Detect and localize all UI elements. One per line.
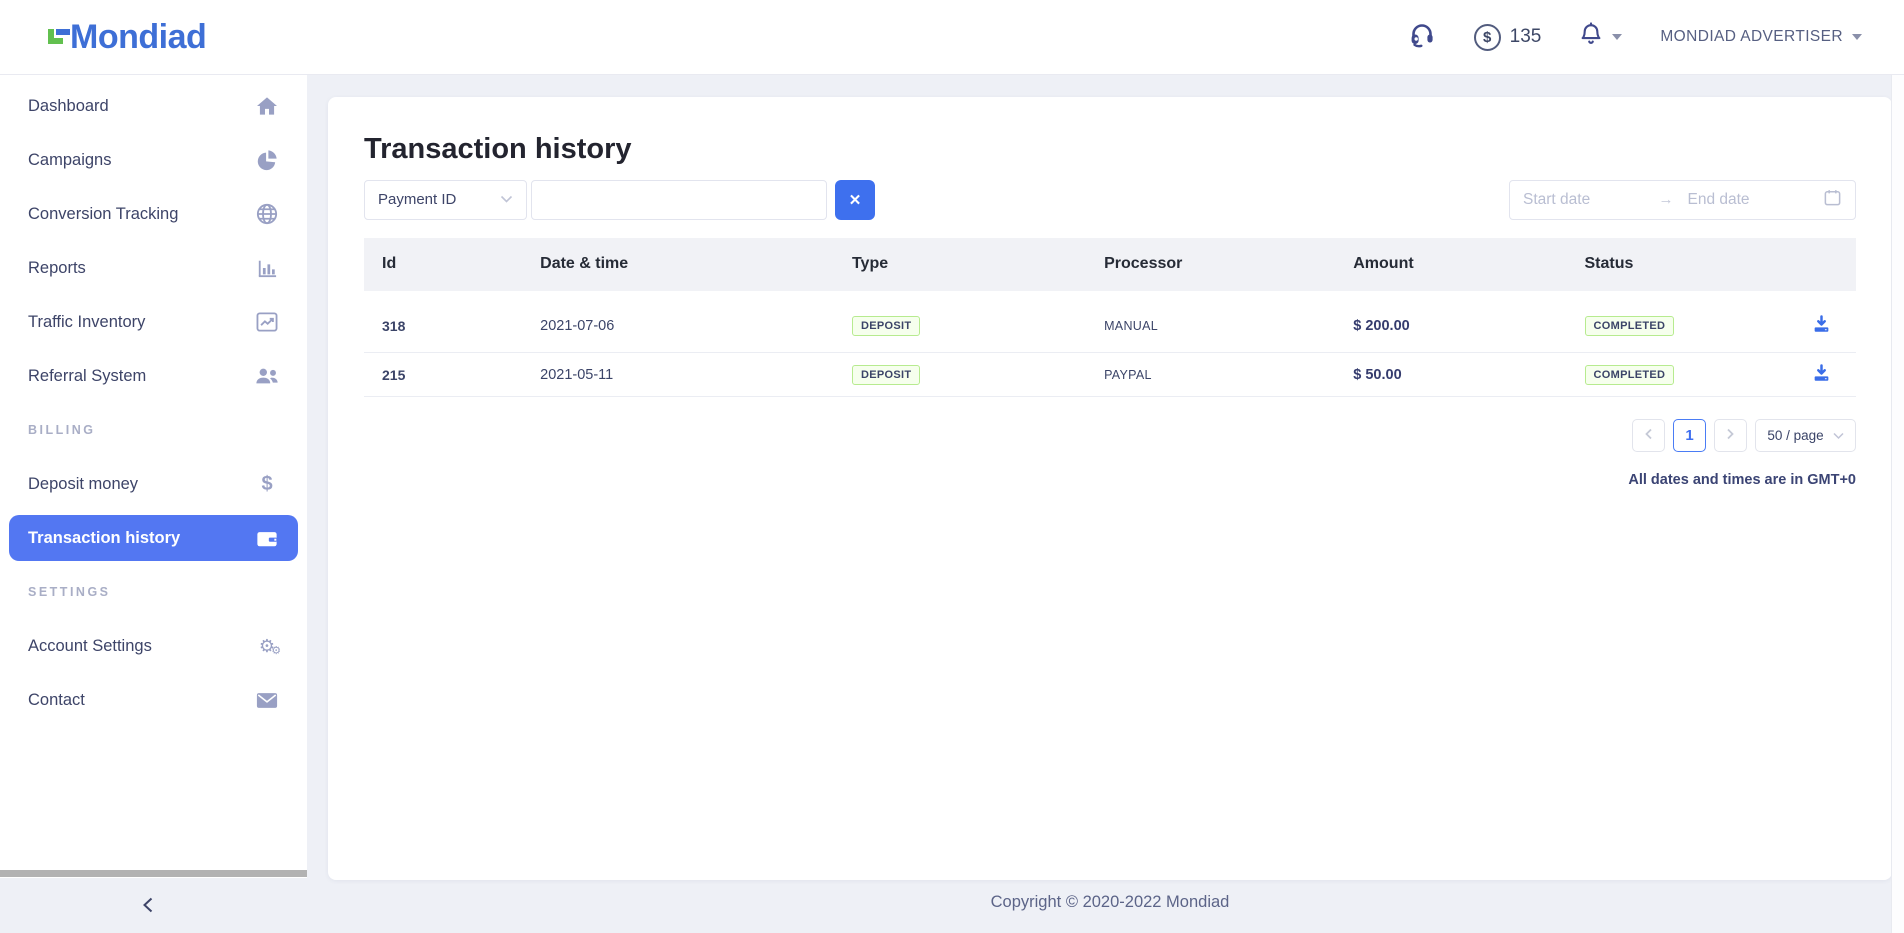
column-amount: Amount xyxy=(1353,255,1414,273)
chevron-right-icon xyxy=(1726,427,1735,445)
sidebar-item-campaigns[interactable]: Campaigns xyxy=(9,137,298,183)
gears-icon: ⚙ ⚙ xyxy=(258,636,282,657)
download-icon xyxy=(1812,315,1831,337)
cell-status: COMPLETED xyxy=(1567,291,1791,353)
support-button[interactable] xyxy=(1408,21,1436,54)
filter-field-value: Payment ID xyxy=(378,191,457,209)
account-name: MONDIAD ADVERTISER xyxy=(1660,28,1843,45)
notifications-menu[interactable] xyxy=(1579,21,1623,53)
end-date-placeholder: End date xyxy=(1687,190,1750,208)
start-date-placeholder: Start date xyxy=(1523,190,1591,208)
table-row: 215 2021-05-11 DEPOSIT PAYPAL $ 50.00 CO… xyxy=(364,353,1856,397)
transactions-table: Id Date & time Type Processor Amount Sta… xyxy=(364,237,1856,398)
filter-search-input[interactable] xyxy=(531,179,827,220)
cell-date: 2021-07-06 xyxy=(540,318,615,335)
chevron-down-icon xyxy=(1852,34,1862,40)
sidebar: Dashboard Campaigns Conversion Tracking xyxy=(0,75,307,878)
status-badge: COMPLETED xyxy=(1584,364,1675,385)
column-date-time: Date & time xyxy=(540,255,629,273)
type-badge: DEPOSIT xyxy=(851,316,921,337)
pie-chart-icon xyxy=(255,148,279,172)
calendar-icon xyxy=(1823,188,1842,212)
bar-chart-icon xyxy=(255,256,279,280)
logo-text: Mondiad xyxy=(70,18,207,56)
sidebar-item-reports[interactable]: Reports xyxy=(9,245,298,291)
column-actions xyxy=(1790,238,1856,291)
users-icon xyxy=(255,364,279,388)
range-arrow-icon: → xyxy=(1658,191,1674,209)
cell-processor: PAYPAL xyxy=(1104,367,1152,382)
wallet-icon xyxy=(255,526,279,550)
line-chart-icon xyxy=(255,310,279,334)
chevron-down-icon xyxy=(1612,34,1623,40)
logo-mark-icon xyxy=(44,22,70,52)
status-badge: COMPLETED xyxy=(1584,316,1675,337)
sidebar-item-referral-system[interactable]: Referral System xyxy=(9,353,298,399)
pagination: 1 50 / page xyxy=(364,419,1856,453)
cell-processor: MANUAL xyxy=(1104,319,1158,334)
sidebar-item-contact[interactable]: Contact xyxy=(9,677,298,723)
page-scrollbar[interactable] xyxy=(1891,75,1904,933)
cell-type: DEPOSIT xyxy=(834,353,1086,397)
account-menu[interactable]: MONDIAD ADVERTISER xyxy=(1660,28,1862,46)
cell-id: 318 xyxy=(382,318,406,335)
column-status: Status xyxy=(1584,255,1634,273)
cell-amount: $ 50.00 xyxy=(1353,366,1402,383)
page-size-value: 50 / page xyxy=(1767,428,1824,444)
mondiad-logo[interactable]: Mondiad xyxy=(44,18,207,56)
sidebar-section-settings: SETTINGS xyxy=(28,585,111,599)
dollar-icon: $ xyxy=(261,472,273,495)
download-invoice-button[interactable] xyxy=(1808,362,1835,388)
sidebar-item-account-settings[interactable]: Account Settings ⚙ ⚙ xyxy=(28,636,282,657)
page-title: Transaction history xyxy=(364,133,632,165)
download-invoice-button[interactable] xyxy=(1808,313,1835,339)
sidebar-section-billing: BILLING xyxy=(28,423,96,437)
column-type: Type xyxy=(851,255,889,273)
cell-status: COMPLETED xyxy=(1567,353,1791,397)
chevron-left-icon xyxy=(1644,427,1653,445)
bell-icon xyxy=(1579,21,1603,53)
filter-row: Payment ID ✕ Start date → End date xyxy=(364,179,1856,220)
sidebar-item-conversion-tracking[interactable]: Conversion Tracking xyxy=(9,191,298,237)
cell-id: 215 xyxy=(382,366,406,383)
download-icon xyxy=(1812,364,1831,386)
filter-field-select[interactable]: Payment ID xyxy=(364,179,527,220)
chevron-down-icon xyxy=(500,191,513,209)
close-icon: ✕ xyxy=(848,191,862,209)
table-row: 318 2021-07-06 DEPOSIT MANUAL $ 200.00 C… xyxy=(364,291,1856,353)
footer-copyright: Copyright © 2020-2022 Mondiad xyxy=(990,893,1230,911)
sidebar-item-traffic-inventory[interactable]: Traffic Inventory xyxy=(9,299,298,345)
date-range-picker[interactable]: Start date → End date xyxy=(1509,179,1856,220)
sidebar-collapse-button[interactable] xyxy=(128,892,168,922)
cell-amount: $ 200.00 xyxy=(1353,318,1410,335)
sidebar-item-transaction-history[interactable]: Transaction history xyxy=(9,515,298,561)
transaction-history-panel: Transaction history Payment ID ✕ Start d… xyxy=(328,97,1892,880)
cell-date: 2021-05-11 xyxy=(540,366,614,383)
prev-page-button[interactable] xyxy=(1632,419,1665,453)
sidebar-item-dashboard[interactable]: Dashboard xyxy=(9,83,298,129)
page-number-button[interactable]: 1 xyxy=(1673,419,1706,453)
column-id: Id xyxy=(382,255,397,273)
type-badge: DEPOSIT xyxy=(851,364,921,385)
sidebar-scrollbar[interactable] xyxy=(0,870,307,877)
envelope-icon xyxy=(255,688,279,712)
timezone-note: All dates and times are in GMT+0 xyxy=(1628,472,1856,489)
column-processor: Processor xyxy=(1104,255,1183,273)
cell-type: DEPOSIT xyxy=(834,291,1086,353)
chevron-left-icon xyxy=(140,895,156,920)
next-page-button[interactable] xyxy=(1714,419,1747,453)
balance-amount: 135 xyxy=(1509,26,1542,47)
balance-widget[interactable]: $ 135 xyxy=(1473,23,1542,51)
chevron-down-icon xyxy=(1833,428,1844,443)
sidebar-item-deposit-money[interactable]: Deposit money $ xyxy=(9,461,298,507)
page-size-select[interactable]: 50 / page xyxy=(1755,419,1856,453)
dollar-coin-icon: $ xyxy=(1473,23,1501,51)
home-icon xyxy=(255,94,279,118)
clear-filter-button[interactable]: ✕ xyxy=(835,179,875,220)
table-header-row: Id Date & time Type Processor Amount Sta… xyxy=(364,237,1856,291)
headset-icon xyxy=(1408,21,1436,54)
top-header: Mondiad $ 135 xyxy=(0,0,1904,75)
globe-icon xyxy=(255,202,279,226)
